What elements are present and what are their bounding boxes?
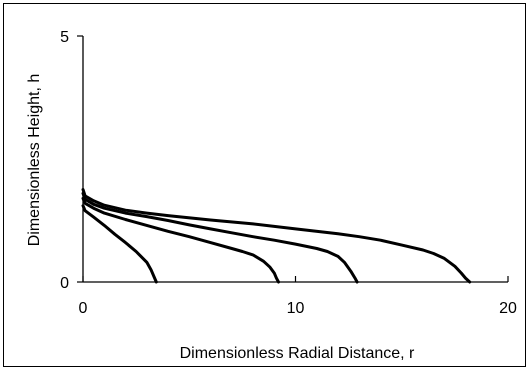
x-tick-label: 10 — [287, 300, 305, 317]
y-tick-label: 0 — [60, 275, 69, 292]
y-tick-label: 5 — [60, 29, 69, 46]
plot-area — [77, 35, 509, 284]
x-tick-label: 20 — [499, 300, 517, 317]
tick-labels: 0 5 0 10 20 — [60, 29, 517, 317]
series-line-2 — [81, 196, 280, 284]
series-line-1 — [81, 204, 158, 284]
x-axis-label: Dimensionless Radial Distance, r — [180, 345, 415, 362]
series-line-3 — [81, 191, 359, 284]
series-line-4 — [81, 188, 472, 284]
x-tick-label: 0 — [79, 300, 88, 317]
chart-frame — [3, 3, 526, 367]
y-axis-label: Dimensionless Height, h — [26, 74, 43, 247]
